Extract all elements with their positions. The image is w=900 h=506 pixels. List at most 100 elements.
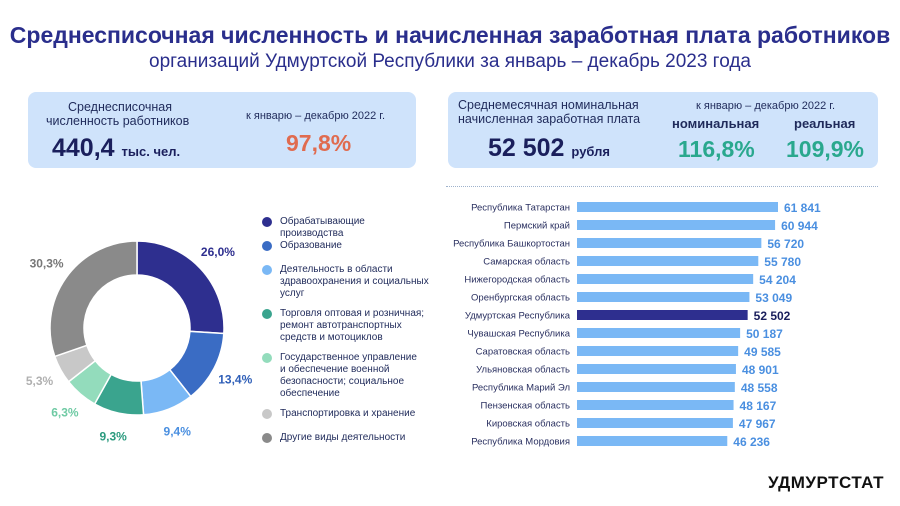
bar-value-label: 48 901: [742, 363, 779, 377]
bar-category-label: Удмуртская Республика: [465, 311, 571, 322]
wage-compare-label: к январю – декабрю 2022 г.: [696, 100, 836, 112]
bar: [577, 436, 728, 446]
bar-category-label: Кировская область: [486, 419, 570, 430]
bar-value-label: 48 558: [741, 381, 778, 395]
donut-slice: [49, 240, 138, 358]
employment-label-line1: Среднесписочная: [68, 100, 173, 114]
bar: [577, 328, 741, 338]
employment-unit: тыс. чел.: [121, 144, 181, 159]
legend-label: услуг: [280, 288, 305, 299]
legend-item: Другие виды деятельности: [262, 432, 405, 444]
bar-value-label: 46 236: [733, 435, 770, 449]
legend-label: Деятельность в области: [280, 264, 393, 275]
wage-card: Среднемесячная номинальная начисленная з…: [448, 92, 878, 168]
employment-value: 440,4: [52, 134, 115, 162]
legend-label: здравоохранения и социальных: [280, 276, 429, 287]
legend-label: и обеспечение военной: [280, 364, 390, 375]
bar: [577, 202, 778, 212]
wage-value-wrap: 52 502 рубля: [488, 134, 610, 163]
legend-item: Деятельность в области здравоохранения и …: [262, 264, 429, 300]
page-title: Среднесписочная численность и начисленна…: [9, 22, 891, 48]
donut-slice-label: 9,3%: [99, 429, 127, 443]
legend-item: Транспортировка и хранение: [262, 408, 415, 420]
wage-label-line2: начисленная заработная плата: [458, 112, 641, 126]
bar-value-label: 56 720: [767, 237, 804, 251]
bar: [577, 346, 739, 356]
bar-category-label: Самарская область: [483, 257, 570, 268]
employment-compare-value: 97,8%: [286, 130, 352, 156]
bar-value-label: 61 841: [784, 201, 821, 215]
wage-value: 52 502: [488, 134, 565, 162]
bar-category-label: Республика Татарстан: [471, 203, 570, 214]
page-subtitle: организаций Удмуртской Республики за янв…: [149, 51, 751, 72]
bar-category-label: Саратовская область: [476, 347, 570, 358]
wage-unit: рубля: [571, 144, 610, 159]
employment-compare-label: к январю – декабрю 2022 г.: [246, 110, 386, 122]
bar: [577, 256, 759, 266]
bar-value-label: 52 502: [754, 309, 791, 323]
legend-swatch: [262, 217, 272, 227]
legend-label: Обрабатывающие производства: [280, 216, 365, 239]
bar-category-label: Пермский край: [504, 221, 570, 232]
employment-card: Среднесписочная численность работников 4…: [28, 92, 416, 168]
wage-nominal-value: 116,8%: [678, 136, 755, 162]
bar-value-label: 53 049: [755, 291, 792, 305]
legend-swatch: [262, 353, 272, 363]
bar: [577, 238, 762, 248]
bar-value-label: 54 204: [759, 273, 796, 287]
legend-label: Образование: [280, 240, 342, 251]
employment-label-line2: численность работников: [46, 114, 190, 128]
legend-label: безопасности; социальное: [280, 376, 405, 387]
legend-swatch: [262, 241, 272, 251]
legend-label: Торговля оптовая и розничная;: [280, 308, 425, 319]
legend-label: обеспечение: [280, 388, 340, 399]
bar: [577, 310, 748, 320]
bar-value-label: 60 944: [781, 219, 818, 233]
legend-swatch: [262, 309, 272, 319]
bar-category-label: Оренбургская область: [471, 293, 570, 304]
legend-item: Обрабатывающие производства: [262, 216, 430, 240]
wage-real-label: реальная: [794, 116, 856, 131]
legend-label: Другие виды деятельности: [280, 432, 406, 443]
bar-category-label: Пензенская область: [481, 401, 571, 412]
industry-donut-chart: 26,0% 13,4% 9,4% 9,3% 6,3% 5,3% 30,3%: [26, 240, 253, 443]
legend-label: Государственное управление: [280, 352, 417, 363]
legend-label: Транспортировка и хранение: [280, 408, 416, 419]
bar-category-label: Нижегородская область: [464, 275, 570, 286]
legend-swatch: [262, 409, 272, 419]
bar-category-label: Республика Башкортостан: [453, 239, 570, 250]
bar: [577, 400, 734, 410]
regions-wage-bar-chart: Республика Татарстан 61 841 Пермский край 6…: [453, 201, 821, 449]
legend-item: Государственное управление и обеспечение …: [262, 352, 417, 400]
donut-slice-label: 5,3%: [26, 374, 54, 388]
bar: [577, 382, 735, 392]
employment-value-wrap: 440,4 тыс. чел.: [52, 134, 180, 163]
legend-swatch: [262, 433, 272, 443]
bar-value-label: 55 780: [764, 255, 801, 269]
legend-swatch: [262, 265, 272, 275]
wage-label-line1: Среднемесячная номинальная: [458, 98, 639, 112]
legend-label: средств и мотоциклов: [280, 332, 383, 343]
legend-item: Образование: [262, 240, 342, 252]
brand-logo: УДМУРТСТАТ: [767, 473, 884, 492]
donut-slice-label: 6,3%: [51, 405, 79, 419]
legend-item: Торговля оптовая и розничная; ремонт авто…: [262, 308, 424, 344]
bar-value-label: 49 585: [744, 345, 781, 359]
donut-slice-label: 30,3%: [30, 257, 64, 271]
bar-category-label: Республика Мордовия: [471, 437, 570, 448]
bar: [577, 220, 776, 230]
legend-label: ремонт автотранспортных: [280, 320, 402, 331]
wage-nominal-label: номинальная: [672, 116, 760, 131]
bar: [577, 364, 736, 374]
bar-category-label: Чувашская Республика: [467, 329, 570, 340]
donut-slice-label: 9,4%: [164, 424, 192, 438]
bar: [577, 274, 754, 284]
divider: [446, 186, 878, 187]
bar-value-label: 48 167: [740, 399, 777, 413]
bar-value-label: 50 187: [746, 327, 783, 341]
wage-real-value: 109,9%: [786, 136, 865, 162]
bar: [577, 292, 750, 302]
donut-slice-label: 26,0%: [201, 245, 235, 259]
bar-value-label: 47 967: [739, 417, 776, 431]
bar-category-label: Ульяновская область: [476, 365, 570, 376]
